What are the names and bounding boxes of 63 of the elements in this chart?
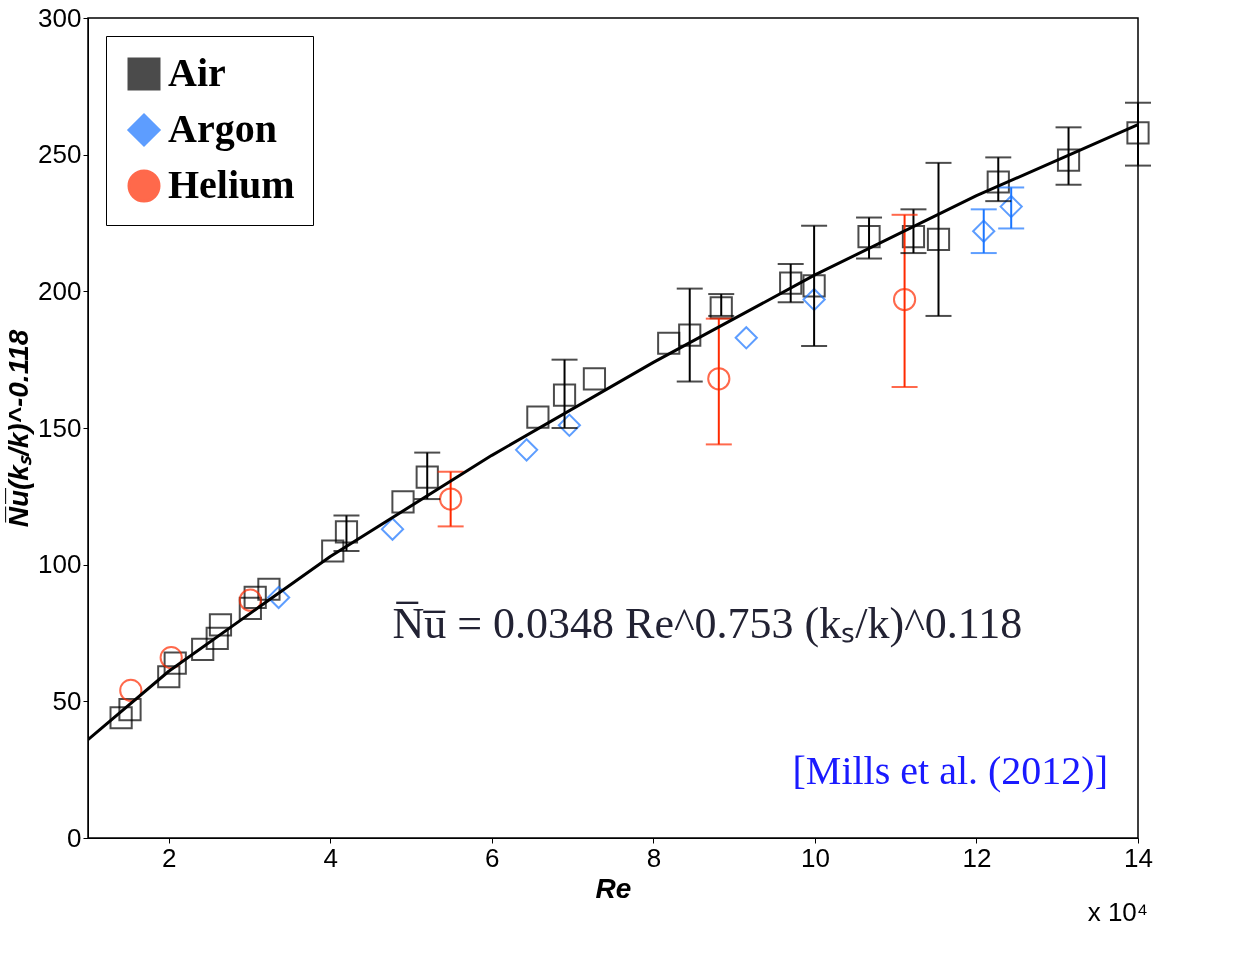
point bbox=[157, 665, 181, 689]
x-tick-label: 14 bbox=[1124, 842, 1153, 873]
y-tick-label: 150 bbox=[38, 412, 82, 443]
point bbox=[238, 596, 262, 621]
point bbox=[334, 520, 359, 544]
y-tick-label: 250 bbox=[38, 139, 82, 170]
point bbox=[734, 326, 758, 350]
point bbox=[557, 413, 581, 437]
x-tick-label: 10 bbox=[800, 842, 830, 873]
x-tick-label: 4 bbox=[323, 842, 339, 873]
point bbox=[857, 225, 881, 249]
y-axis-title: N̅u̅(kₛ/k)^-0.118 bbox=[3, 329, 35, 528]
x-tick-label: 2 bbox=[162, 842, 177, 873]
y-tick-label: 200 bbox=[38, 275, 82, 306]
point bbox=[892, 287, 917, 312]
point bbox=[243, 585, 267, 610]
x-tick-label: 8 bbox=[646, 842, 662, 873]
point bbox=[415, 465, 439, 489]
point bbox=[159, 646, 183, 670]
point bbox=[972, 219, 996, 243]
point bbox=[380, 517, 405, 541]
y-tick-label: 0 bbox=[67, 822, 82, 853]
point bbox=[257, 577, 281, 601]
point bbox=[707, 367, 731, 391]
point bbox=[514, 438, 539, 462]
point bbox=[802, 287, 826, 312]
x-axis-title: Re bbox=[595, 872, 632, 904]
point bbox=[119, 678, 143, 702]
point bbox=[267, 585, 291, 610]
x-tick-label: 12 bbox=[962, 842, 992, 873]
point bbox=[109, 706, 133, 730]
point bbox=[901, 225, 926, 249]
point bbox=[439, 487, 463, 511]
point bbox=[321, 539, 345, 563]
point bbox=[526, 405, 550, 429]
text: x 10⁴ bbox=[1087, 897, 1148, 927]
point bbox=[552, 383, 577, 407]
point bbox=[779, 271, 803, 295]
x-tick-label: 6 bbox=[485, 842, 500, 873]
point bbox=[678, 323, 702, 347]
point bbox=[208, 613, 233, 637]
legend-label: Air bbox=[168, 50, 226, 95]
point bbox=[802, 274, 826, 298]
annotation: N̅u̅ = 0.0348 Re^0.753 (kₛ/k)^0.118 bbox=[392, 598, 1023, 648]
point bbox=[191, 637, 215, 662]
point bbox=[657, 331, 681, 355]
point bbox=[118, 697, 142, 722]
point bbox=[926, 227, 951, 252]
y-tick-label: 50 bbox=[52, 685, 82, 716]
legend-label: Argon bbox=[168, 106, 277, 151]
point bbox=[986, 170, 1010, 194]
point bbox=[1126, 121, 1150, 145]
point bbox=[163, 651, 187, 675]
y-tick-label: 300 bbox=[38, 2, 82, 33]
point bbox=[205, 626, 229, 651]
point bbox=[391, 490, 415, 514]
point bbox=[1056, 148, 1081, 172]
y-tick-label: 100 bbox=[38, 549, 82, 580]
point bbox=[582, 367, 607, 391]
point bbox=[238, 588, 262, 612]
annotation: [Mills et al. (2012)] bbox=[792, 748, 1108, 794]
legend-label: Helium bbox=[168, 162, 295, 207]
point bbox=[999, 194, 1023, 219]
